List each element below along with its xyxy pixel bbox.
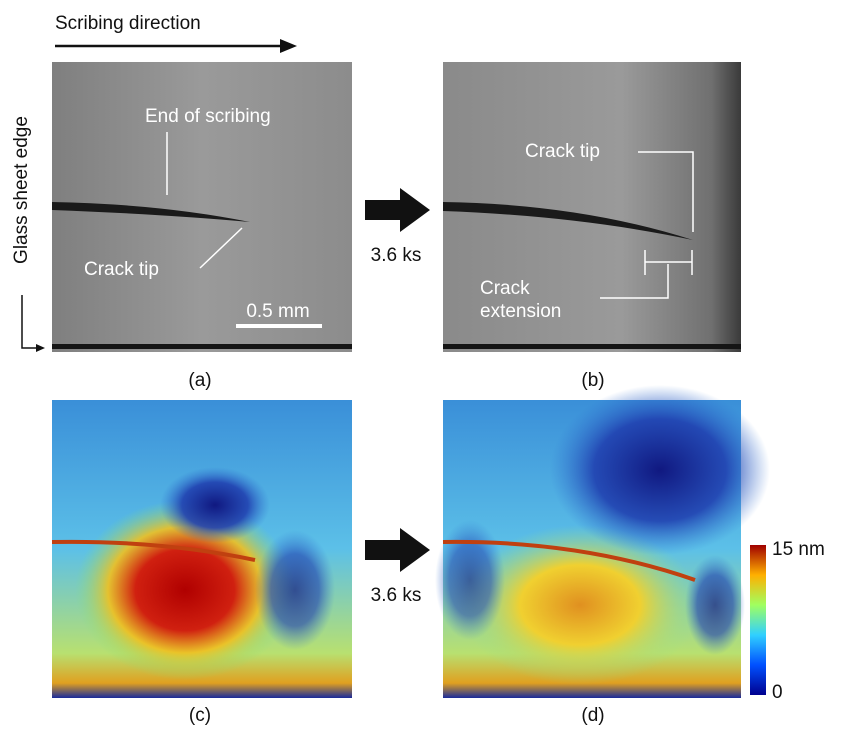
direction-arrowhead	[280, 39, 297, 53]
figure: Scribing direction Glass sheet edge End …	[0, 0, 844, 730]
sheet-edge	[443, 344, 741, 349]
cold-region	[685, 555, 745, 655]
edge-label: Glass sheet edge	[11, 116, 32, 264]
panel-label: (d)	[581, 705, 604, 726]
sheet-edge	[52, 344, 352, 349]
direction-label: Scribing direction	[55, 13, 201, 34]
time-arrow	[365, 188, 430, 232]
panel-c	[52, 400, 352, 698]
colorbar-min: 0	[772, 682, 783, 703]
panel-b: Crack tip Crack extension	[443, 62, 741, 352]
time-label: 3.6 ks	[371, 245, 422, 266]
cold-region	[550, 385, 770, 555]
edge-arrow	[22, 295, 40, 348]
panel-d	[435, 385, 770, 698]
panel-label: (b)	[581, 370, 604, 391]
scale-bar	[236, 324, 322, 328]
panel-label: (c)	[189, 705, 211, 726]
scale-bar-label: 0.5 mm	[246, 301, 309, 322]
edge-arrowhead	[36, 344, 45, 352]
panel-a: End of scribing Crack tip 0.5 mm	[52, 62, 352, 352]
time-label: 3.6 ks	[371, 585, 422, 606]
annotation: Crack tip	[525, 141, 600, 162]
panel-label: (a)	[188, 370, 211, 391]
cold-region	[255, 530, 335, 650]
colorbar-max: 15 nm	[772, 539, 825, 560]
annotation: Crack	[480, 278, 530, 299]
cold-region	[160, 467, 270, 543]
annotation: extension	[480, 301, 561, 322]
annotation: End of scribing	[145, 106, 271, 127]
cold-region	[435, 520, 505, 640]
colorbar	[750, 545, 766, 695]
annotation: Crack tip	[84, 259, 159, 280]
time-arrow	[365, 528, 430, 572]
